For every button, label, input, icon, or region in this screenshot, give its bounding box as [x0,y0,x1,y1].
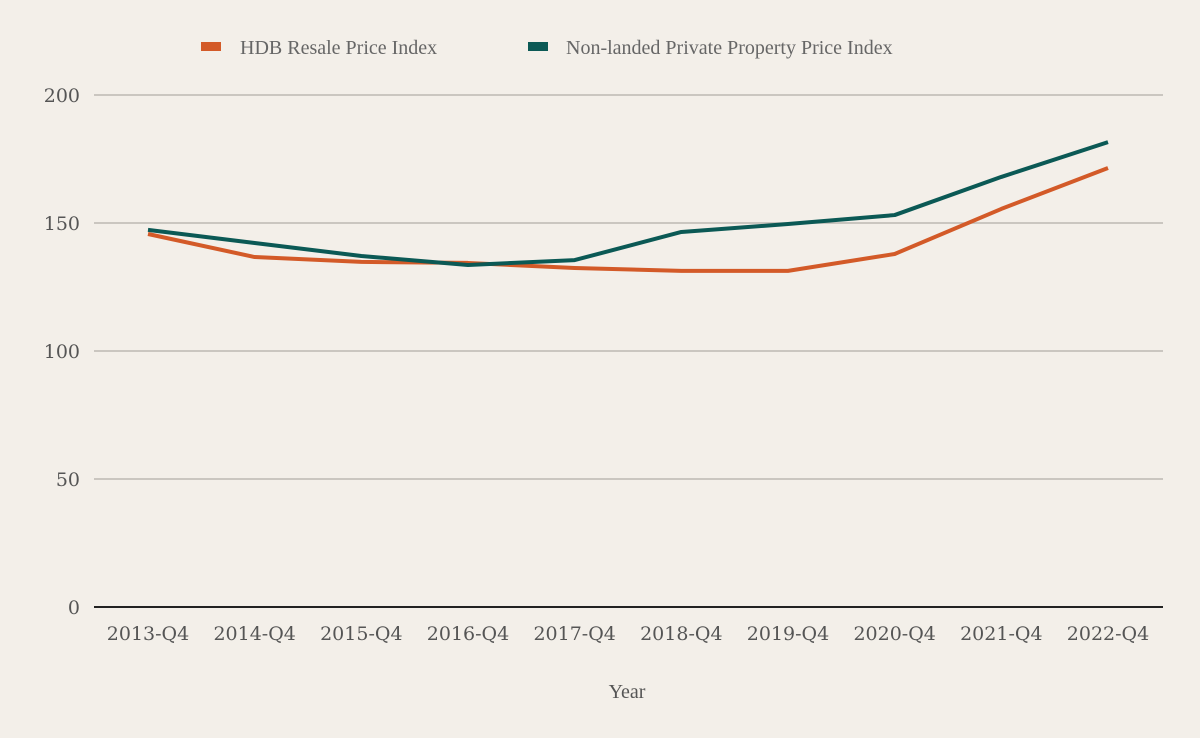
y-tick-label: 100 [44,341,80,363]
y-axis-ticks: 0 50 100 150 200 [44,85,80,619]
y-tick-label: 150 [44,213,80,235]
x-tick-label: 2014-Q4 [213,623,295,645]
y-tick-label: 200 [44,85,80,107]
y-tick-label: 0 [68,597,80,619]
x-tick-label: 2022-Q4 [1067,623,1149,645]
x-tick-label: 2021-Q4 [960,623,1042,645]
x-axis-title: Year [609,681,646,703]
series-line-private-property [147,140,1109,267]
x-tick-label: 2013-Q4 [107,623,189,645]
x-tick-label: 2018-Q4 [640,623,722,645]
legend-swatch [201,42,221,51]
x-tick-label: 2020-Q4 [853,623,935,645]
x-tick-label: 2015-Q4 [320,623,402,645]
x-axis-ticks: 2013-Q4 2014-Q4 2015-Q4 2016-Q4 2017-Q4 2018-… [107,623,1149,645]
series-line-hdb-resale [147,166,1109,273]
gridlines [94,94,1163,608]
legend: HDB Resale Price Index Non-landed Private… [201,37,893,59]
legend-label: Non-landed Private Property Price Index [566,37,893,59]
series-lines [147,140,1109,273]
x-tick-label: 2016-Q4 [427,623,509,645]
y-tick-label: 50 [56,469,80,491]
x-tick-label: 2017-Q4 [533,623,615,645]
x-tick-label: 2019-Q4 [747,623,829,645]
legend-label: HDB Resale Price Index [240,37,437,59]
legend-swatch [528,42,548,51]
